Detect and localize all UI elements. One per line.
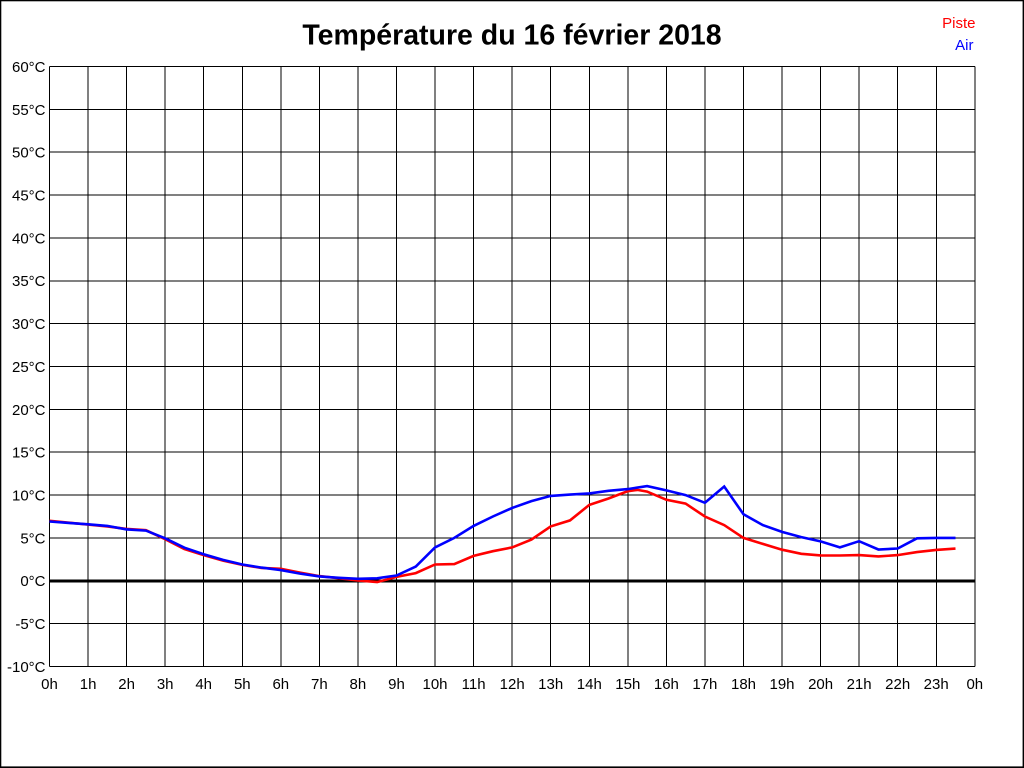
svg-text:45°C: 45°C: [12, 188, 46, 205]
svg-text:0h: 0h: [41, 676, 58, 693]
svg-text:25°C: 25°C: [12, 359, 46, 376]
svg-text:5°C: 5°C: [20, 530, 45, 547]
svg-text:-5°C: -5°C: [15, 616, 45, 633]
svg-text:22h: 22h: [885, 676, 910, 693]
svg-text:14h: 14h: [577, 676, 602, 693]
svg-text:Air: Air: [955, 37, 973, 54]
svg-text:40°C: 40°C: [12, 230, 46, 247]
svg-text:11h: 11h: [462, 676, 486, 693]
svg-text:15°C: 15°C: [12, 445, 46, 462]
svg-text:10h: 10h: [422, 676, 447, 693]
svg-text:9h: 9h: [388, 676, 405, 693]
svg-text:10°C: 10°C: [12, 488, 46, 505]
svg-text:23h: 23h: [924, 676, 949, 693]
svg-text:17h: 17h: [692, 676, 717, 693]
svg-text:30°C: 30°C: [12, 316, 46, 333]
svg-text:19h: 19h: [769, 676, 794, 693]
svg-text:4h: 4h: [195, 676, 212, 693]
svg-text:5h: 5h: [234, 676, 251, 693]
svg-text:0°C: 0°C: [20, 573, 45, 590]
svg-text:Piste: Piste: [942, 15, 975, 32]
svg-text:2h: 2h: [118, 676, 135, 693]
svg-text:8h: 8h: [350, 676, 367, 693]
svg-text:1h: 1h: [80, 676, 97, 693]
svg-text:13h: 13h: [538, 676, 563, 693]
svg-text:18h: 18h: [731, 676, 756, 693]
svg-text:16h: 16h: [654, 676, 679, 693]
svg-text:20°C: 20°C: [12, 402, 46, 419]
svg-text:6h: 6h: [272, 676, 289, 693]
svg-text:21h: 21h: [847, 676, 872, 693]
svg-text:-10°C: -10°C: [7, 659, 46, 676]
svg-text:20h: 20h: [808, 676, 833, 693]
svg-text:0h: 0h: [966, 676, 983, 693]
svg-text:35°C: 35°C: [12, 273, 46, 290]
svg-text:15h: 15h: [615, 676, 640, 693]
svg-text:55°C: 55°C: [12, 102, 46, 119]
svg-text:3h: 3h: [157, 676, 174, 693]
svg-text:50°C: 50°C: [12, 145, 46, 162]
svg-text:7h: 7h: [311, 676, 328, 693]
svg-text:Température du 16 février 2018: Température du 16 février 2018: [302, 19, 721, 51]
svg-text:60°C: 60°C: [12, 59, 46, 76]
svg-text:12h: 12h: [500, 676, 525, 693]
